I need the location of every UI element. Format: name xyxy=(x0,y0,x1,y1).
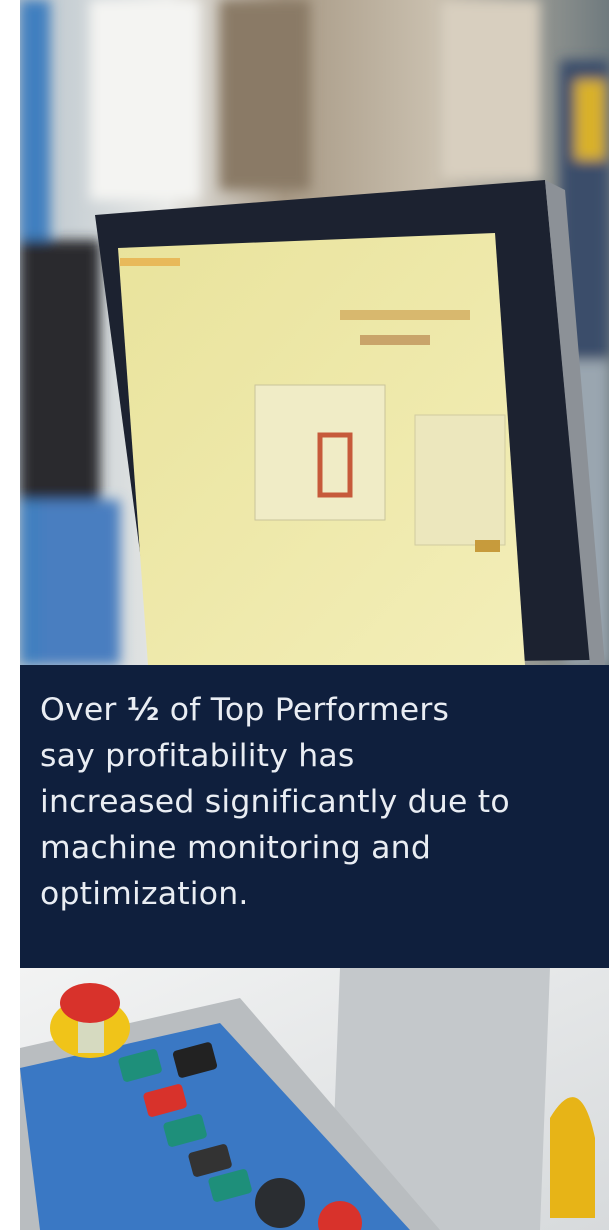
text-run: Over xyxy=(40,692,127,728)
control-panel-photo xyxy=(20,968,609,1230)
text-run-bold: ½ xyxy=(127,692,160,728)
monitor-photo xyxy=(20,0,609,665)
page: Over ½ of Top Performerssay profitabilit… xyxy=(0,0,609,1230)
text-run: of Top Performers xyxy=(160,692,450,728)
callout-line: say profitability has xyxy=(40,733,510,779)
callout-line: machine monitoring and xyxy=(40,825,510,871)
callout-line: Over ½ of Top Performers xyxy=(40,687,510,733)
callout-line: optimization. xyxy=(40,871,510,917)
callout-line: increased significantly due to xyxy=(40,779,510,825)
